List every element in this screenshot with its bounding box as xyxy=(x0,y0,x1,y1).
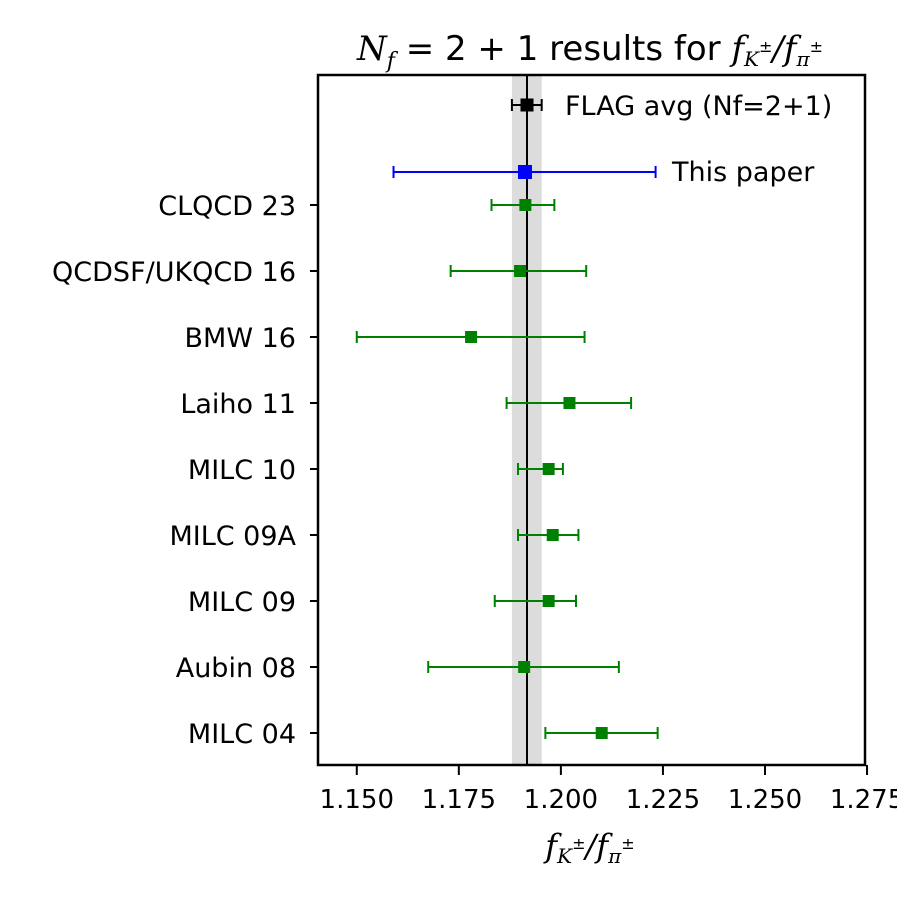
data-point-marker xyxy=(465,331,478,343)
this-paper-label: This paper xyxy=(671,157,815,188)
y-tick-label: MILC 09A xyxy=(169,521,296,552)
this-paper-point-marker xyxy=(517,165,532,179)
y-tick-label: Aubin 08 xyxy=(176,653,296,684)
reference-point xyxy=(510,98,543,112)
this-paper-point xyxy=(392,165,657,179)
chart-title: Nf = 2 + 1 results for fK±/fπ± xyxy=(356,29,823,74)
data-point xyxy=(505,397,633,409)
y-tick-label: BMW 16 xyxy=(185,323,296,354)
data-point xyxy=(517,529,580,541)
y-tick-label: QCDSF/UKQCD 16 xyxy=(52,257,296,288)
plot-area: FLAG avg (Nf=2+1) This paper CLQCD 23 QCDSF… xyxy=(52,73,897,815)
x-tick-label: 1.150 xyxy=(320,785,394,815)
x-tick-label: 1.225 xyxy=(626,785,700,815)
plot-frame xyxy=(316,73,867,767)
data-point-marker xyxy=(519,199,532,211)
x-tick-label: 1.200 xyxy=(524,785,598,815)
data-point xyxy=(517,463,564,475)
data-point-marker xyxy=(546,529,559,541)
data-point-marker xyxy=(518,661,531,673)
data-point xyxy=(355,331,586,343)
x-tick-label: 1.275 xyxy=(830,785,897,815)
reference-point-marker xyxy=(520,98,534,112)
y-tick-label: Laiho 11 xyxy=(180,389,296,420)
data-point xyxy=(449,265,588,277)
data-point-marker xyxy=(514,265,527,277)
reference-legend-label: FLAG avg (Nf=2+1) xyxy=(565,91,832,122)
data-point-marker xyxy=(563,397,576,409)
y-tick-label: MILC 10 xyxy=(188,455,296,486)
data-point-marker xyxy=(595,727,608,739)
data-point xyxy=(427,661,620,673)
data-point-marker xyxy=(542,463,555,475)
data-point xyxy=(493,595,577,607)
y-tick-label: MILC 04 xyxy=(188,719,296,750)
x-axis-label: fK±/fπ± xyxy=(543,827,634,868)
data-point xyxy=(544,727,659,739)
x-tick-label: 1.175 xyxy=(422,785,496,815)
x-tick-label: 1.250 xyxy=(728,785,802,815)
data-point-marker xyxy=(542,595,555,607)
y-tick-label: CLQCD 23 xyxy=(158,191,296,222)
y-tick-label: MILC 09 xyxy=(188,587,296,618)
data-point xyxy=(490,199,556,211)
